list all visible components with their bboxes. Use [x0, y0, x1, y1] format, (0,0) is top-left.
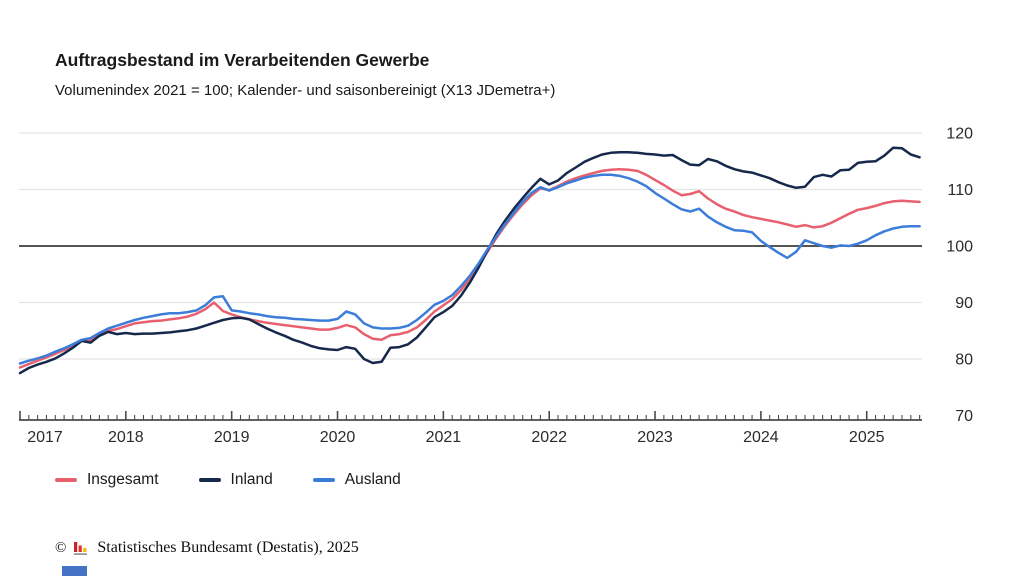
source-attribution: © Statistisches Bundesamt (Destatis), 20…	[55, 539, 359, 557]
svg-text:2024: 2024	[743, 429, 779, 446]
series-line-inland	[18, 146, 921, 375]
ausland-line-swatch	[312, 478, 335, 482]
svg-text:2022: 2022	[531, 429, 567, 446]
svg-text:80: 80	[955, 352, 973, 369]
chart-title: Auftragsbestand im Verarbeitenden Gewerb…	[55, 50, 430, 70]
series-line-ausland	[18, 173, 921, 365]
chart-subtitle: Volumenindex 2021 = 100; Kalender- und s…	[55, 82, 556, 99]
partial-blue-element[interactable]	[62, 566, 87, 576]
legend-label: Insgesamt	[87, 471, 159, 488]
svg-text:2021: 2021	[426, 429, 462, 446]
svg-text:90: 90	[955, 295, 973, 312]
legend-label: Inland	[230, 471, 273, 488]
legend-item-insgesamt: Insgesamt	[55, 471, 159, 489]
series-line-insgesamt	[18, 167, 921, 369]
svg-text:70: 70	[955, 408, 973, 425]
legend-item-ausland: Ausland	[312, 471, 401, 489]
svg-text:100: 100	[946, 239, 973, 256]
svg-text:2018: 2018	[108, 429, 144, 446]
legend-item-inland: Inland	[198, 471, 273, 489]
svg-text:120: 120	[946, 126, 973, 143]
destatis-logo-icon	[74, 541, 88, 555]
svg-text:2025: 2025	[849, 429, 885, 446]
insgesamt-line-swatch	[55, 478, 77, 482]
svg-text:2019: 2019	[214, 429, 250, 446]
source-text: Statistisches Bundesamt (Destatis), 2025	[97, 539, 359, 556]
svg-text:2020: 2020	[320, 429, 356, 446]
inland-line-swatch	[198, 478, 221, 482]
copyright-symbol: ©	[55, 539, 67, 556]
chart-legend: Insgesamt Inland Ausland	[55, 471, 401, 489]
svg-text:110: 110	[947, 182, 973, 199]
svg-text:2017: 2017	[27, 429, 63, 446]
svg-text:2023: 2023	[637, 429, 673, 446]
legend-label: Ausland	[344, 471, 401, 488]
